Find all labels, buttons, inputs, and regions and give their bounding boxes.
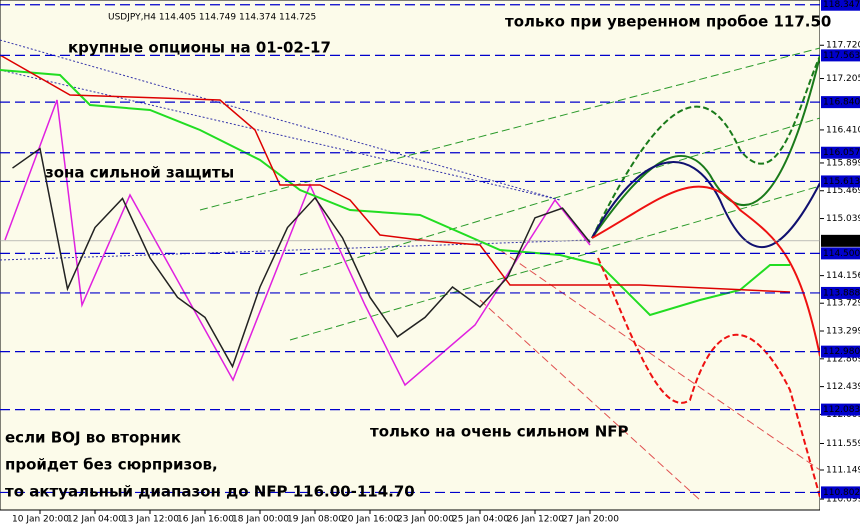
x-tick-label: 20 Jan 16:00 xyxy=(342,515,399,525)
annotation: то актуальный диапазон до NFP 116.00-114… xyxy=(5,483,415,501)
annotation: зона сильной защиты xyxy=(45,164,234,182)
x-tick-label: 25 Jan 04:00 xyxy=(452,515,509,525)
x-tick-label: 13 Jan 12:00 xyxy=(122,515,179,525)
y-tick-label: 111.559 xyxy=(826,439,860,449)
level-label: 114.500 xyxy=(823,249,860,259)
annotation: только на очень сильном NFP xyxy=(370,423,629,441)
current-price-label: 114.694 xyxy=(823,236,860,246)
y-tick-label: 114.156 xyxy=(826,271,860,281)
level-label: 118.347 xyxy=(823,0,860,10)
level-label-box xyxy=(821,96,860,109)
y-tick-label: 115.899 xyxy=(826,158,860,168)
y-tick-label: 115.039 xyxy=(826,214,860,224)
level-label-box xyxy=(821,286,860,299)
level-label-box xyxy=(821,146,860,159)
level-label: 112.980 xyxy=(823,347,860,357)
y-tick-label: 113.729 xyxy=(826,299,860,309)
x-tick-label: 19 Jan 08:00 xyxy=(287,515,344,525)
chart-title: USDJPY,H4 114.405 114.749 114.374 114.72… xyxy=(108,13,316,23)
level-label: 112.083 xyxy=(823,405,860,415)
x-tick-label: 18 Jan 00:00 xyxy=(232,515,289,525)
level-label-box xyxy=(821,0,860,11)
annotation: если BOJ во вторник xyxy=(5,429,181,447)
y-tick-label: 116.410 xyxy=(826,125,860,135)
projection-paths xyxy=(591,55,821,498)
level-label-box xyxy=(821,345,860,358)
level-label-box xyxy=(821,49,860,62)
y-tick-label: 117.720 xyxy=(826,41,860,51)
level-label: 117.563 xyxy=(823,51,860,61)
level-label: 115.613 xyxy=(823,177,860,187)
level-label-box xyxy=(821,486,860,499)
annotation: пройдет без сюрпризов, xyxy=(5,456,218,474)
annotation: крупные опционы на 01-02-17 xyxy=(68,39,331,57)
price-line xyxy=(12,147,591,369)
y-tick-label: 117.205 xyxy=(826,74,860,84)
y-tick-label: 111.149 xyxy=(826,465,860,475)
level-label-box xyxy=(821,247,860,260)
level-label-box xyxy=(821,175,860,188)
current-price-box xyxy=(821,234,860,247)
level-label: 110.802 xyxy=(823,488,860,498)
x-tick-label: 16 Jan 16:00 xyxy=(177,515,234,525)
price-axis xyxy=(820,0,860,525)
level-label: 116.840 xyxy=(823,98,860,108)
y-tick-label: 112.869 xyxy=(826,354,860,364)
x-tick-label: 12 Jan 04:00 xyxy=(67,515,124,525)
annotation: только при уверенном пробое 117.50 xyxy=(505,13,831,31)
level-label: 113.888 xyxy=(823,288,860,298)
x-tick-label: 26 Jan 12:00 xyxy=(507,515,564,525)
level-label-box xyxy=(821,403,860,416)
level-label: 116.057 xyxy=(823,148,860,158)
y-tick-label: 115.469 xyxy=(826,186,860,196)
y-tick-label: 113.299 xyxy=(826,327,860,337)
x-tick-label: 27 Jan 20:00 xyxy=(562,515,619,525)
x-tick-label: 10 Jan 20:00 xyxy=(12,515,69,525)
y-tick-label: 110.699 xyxy=(826,495,860,505)
x-tick-label: 23 Jan 00:00 xyxy=(397,515,454,525)
y-tick-label: 112.439 xyxy=(826,382,860,392)
